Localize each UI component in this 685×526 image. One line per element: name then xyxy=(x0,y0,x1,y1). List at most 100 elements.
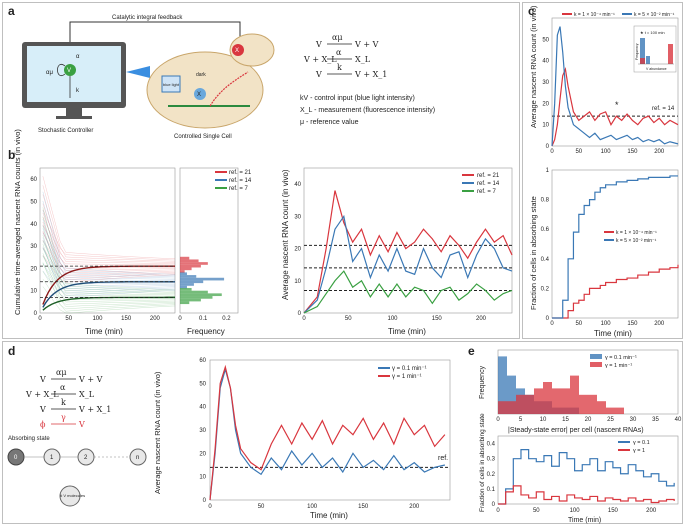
d-series-1 xyxy=(209,367,446,501)
e-bottom-xtick-1: 50 xyxy=(533,508,540,514)
e-top-bar-γ xyxy=(579,394,588,414)
e-bottom-legend-1: γ = 0.1 xyxy=(633,440,650,446)
reaction-a1-rhs: V + V xyxy=(354,40,379,49)
reaction-a3-lhs: V xyxy=(315,70,322,79)
b-right-legend-2: ref. = 14 xyxy=(477,181,500,187)
e-top-xtick-1: 5 xyxy=(519,417,523,423)
b-right-yticks: 0 10 20 30 40 xyxy=(294,182,301,317)
b-left-trace xyxy=(42,270,176,299)
panel-a-reactions: V αμ V + V V + X_L α X_L V k V + X_1 xyxy=(303,33,387,79)
b-right-xtick-2: 100 xyxy=(388,316,399,322)
b-left-trace xyxy=(42,219,175,282)
d-xticks: 0 50 100 150 200 xyxy=(208,504,420,510)
rna-strand xyxy=(209,71,249,107)
b-left-trace xyxy=(42,247,176,278)
b-left-trace xyxy=(42,255,176,283)
c-bottom-legend-2: k = 5 × 10⁻² min⁻¹ xyxy=(616,238,657,244)
b-legend-item-1: ref. = 21 xyxy=(229,170,252,176)
e-bottom-xlabel: Time (min) xyxy=(568,517,601,524)
d-xtick-1: 50 xyxy=(258,504,265,510)
c-top-legend-1: k = 1 × 10⁻⁴ min⁻¹ xyxy=(574,12,615,18)
b-left-trace xyxy=(42,216,176,293)
b-right-xlabel: Time (min) xyxy=(388,327,426,336)
b-left-trace xyxy=(42,231,176,281)
b-left-trace xyxy=(42,185,176,262)
b-right-ytick-3: 30 xyxy=(294,214,301,220)
b-right-lines xyxy=(303,190,513,314)
c-inset-bar-blue-2 xyxy=(646,56,650,64)
b-left-trace xyxy=(42,224,176,266)
c-bottom-xtick-4: 200 xyxy=(654,321,665,327)
b-right-xtick-0: 0 xyxy=(302,316,306,322)
e-bottom-legend-2: γ = 1 xyxy=(633,448,645,454)
b-left-trace xyxy=(42,278,176,310)
c-bottom-xtick-1: 50 xyxy=(575,321,582,327)
b-right-ytick-0: 0 xyxy=(298,311,302,317)
e-bottom-lines xyxy=(498,449,675,505)
panel-b-right-plot: Average nascent RNA count (in vivo) 0 10 2… xyxy=(281,167,513,336)
b-left-trace xyxy=(42,263,176,294)
b-left-ytick-5: 50 xyxy=(30,199,37,205)
d-legend-1: γ = 0.1 min⁻¹ xyxy=(392,366,427,372)
e-top-xlabel: |Steady-state error| per cell (nascent R… xyxy=(508,427,644,434)
b-left-trace xyxy=(42,237,176,292)
b-right-series-1 xyxy=(303,190,513,314)
reaction-d2-rhs: X_L xyxy=(79,390,95,399)
cell-light-label: blue light xyxy=(163,82,180,87)
c-bottom-xtick-2: 100 xyxy=(601,321,612,327)
b-mid-xtick-0: 0 xyxy=(178,316,182,322)
c-top-xticks: 0 50 100 150 200 xyxy=(550,149,665,155)
b-left-xticks: 0 50 100 150 200 xyxy=(38,316,160,322)
b-left-trace xyxy=(42,228,176,287)
b-right-series-3 xyxy=(303,270,513,314)
b-mid-bars xyxy=(180,256,225,305)
b-left-trace xyxy=(42,191,176,275)
c-bottom-series-2 xyxy=(552,175,678,319)
c-bottom-ytick-0: 0 xyxy=(546,316,550,322)
b-left-trace xyxy=(42,225,176,276)
legend-line-1: kV - control input (blue light intensity… xyxy=(300,95,415,102)
c-top-ylabel: Average nascent RNA count (in vivo) xyxy=(529,5,538,128)
reaction-d3-rhs: V + X_1 xyxy=(78,405,111,414)
b-left-trace xyxy=(42,271,176,305)
e-top-legend-2: γ = 1 min⁻¹ xyxy=(605,363,632,369)
d-ytick-0: 0 xyxy=(203,498,207,504)
reaction-a1-lhs: V xyxy=(315,40,322,49)
cell-caption: Controlled Single Cell xyxy=(174,134,232,140)
cell-x-red xyxy=(232,44,244,56)
b-mid-bar xyxy=(180,280,204,284)
c-bottom-ytick-3: 0.6 xyxy=(541,227,550,233)
b-left-xlabel: Time (min) xyxy=(85,327,123,336)
panel-b-label: b xyxy=(8,148,16,162)
d-ytick-2: 20 xyxy=(199,451,206,457)
b-right-legend-3: ref. = 7 xyxy=(477,189,497,195)
markov-chain xyxy=(7,448,147,466)
c-bottom-xtick-0: 0 xyxy=(550,321,554,327)
d-xtick-3: 150 xyxy=(358,504,369,510)
b-mid-bar xyxy=(180,259,199,263)
c-bottom-ytick-2: 0.4 xyxy=(541,257,550,263)
c-bottom-yticks: 0 0.2 0.4 0.6 0.8 1 xyxy=(541,168,550,322)
c-top-ref-label: ref. = 14 xyxy=(652,106,675,112)
c-bottom-xtick-3: 150 xyxy=(627,321,638,327)
b-left-ylabel: Cumulative time-averaged nascent RNA cou… xyxy=(13,129,22,315)
e-top-bar-γ xyxy=(498,401,507,414)
e-bottom-series-2 xyxy=(498,485,675,505)
b-left-trace xyxy=(42,239,176,274)
c-top-ytick-4: 40 xyxy=(542,59,549,65)
panel-b-mid-plot: 0 0.1 0.2 Frequency ref. = 21 ref. = 14 re… xyxy=(178,167,252,336)
b-left-yticks: 0 10 20 30 40 50 60 xyxy=(30,177,37,317)
e-bottom-yticks: 0 0.1 0.2 0.3 0.4 xyxy=(487,442,496,508)
b-right-ylabel: Average nascent RNA count (in vivo) xyxy=(281,169,290,300)
e-bottom-ytick-4: 0.4 xyxy=(487,442,496,448)
b-left-ytick-2: 20 xyxy=(30,266,37,272)
e-bottom-ytick-1: 0.1 xyxy=(487,487,496,493)
reaction-d4-rate: γ xyxy=(61,413,66,422)
d-legend-2: γ = 1 min⁻¹ xyxy=(392,374,422,380)
panel-de-frame xyxy=(2,341,683,524)
b-left-trace xyxy=(42,207,176,291)
b-left-trace xyxy=(42,232,176,269)
c-bottom-axes xyxy=(551,169,679,319)
alphamu-label: αμ xyxy=(46,70,53,76)
c-top-legend-2: k = 5 × 10⁻² min⁻¹ xyxy=(634,12,675,18)
